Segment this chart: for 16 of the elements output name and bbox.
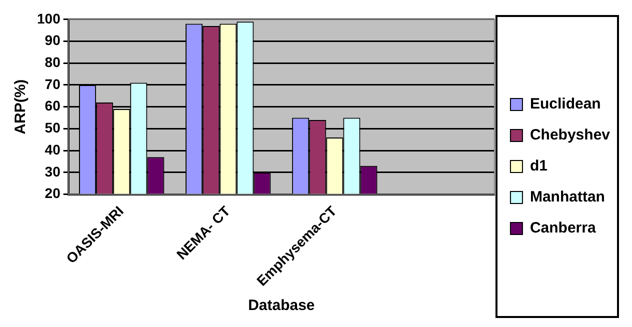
x-axis-title: Database — [248, 297, 315, 314]
legend-label: Manhattan — [530, 188, 605, 206]
legend-label: Canberra — [530, 220, 596, 237]
legend-label: Chebyshev — [530, 126, 611, 144]
y-tick-label: 40 — [44, 141, 61, 158]
y-tick-label: 60 — [44, 98, 61, 114]
y-tick-label: 90 — [44, 32, 61, 48]
y-tick-label: 30 — [44, 163, 61, 180]
y-axis-title: ARP(%) — [12, 79, 30, 134]
y-tick-label: 100 — [37, 10, 61, 26]
y-tick-label: 50 — [44, 120, 61, 136]
legend-label: d1 — [530, 158, 548, 175]
y-tick-label: 80 — [44, 54, 61, 70]
y-tick-label: 20 — [44, 185, 61, 202]
y-tick-label: 70 — [44, 76, 61, 92]
legend-label: Euclidean — [530, 96, 601, 113]
